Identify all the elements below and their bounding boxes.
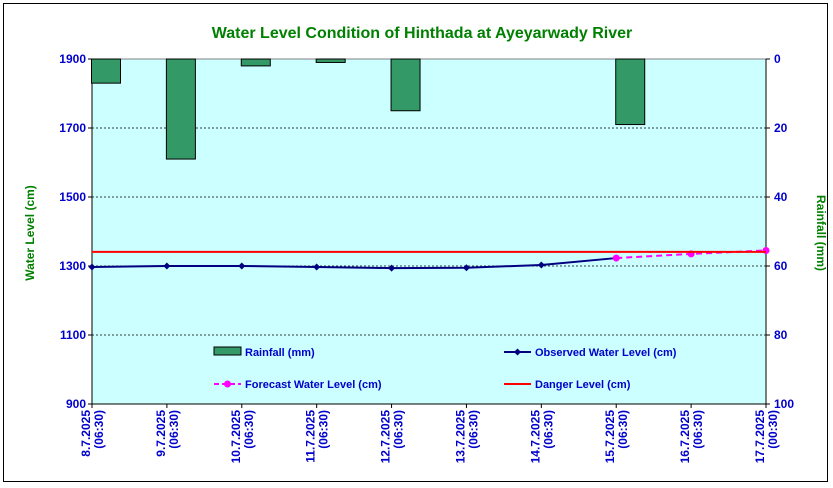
x-tick-time: (06:30) [392, 410, 406, 449]
y-tick-label: 1500 [59, 190, 86, 204]
x-tick-label: 10.7.2025 (06:30) [229, 410, 256, 464]
forecast-water-level-point [762, 246, 770, 254]
y2-tick-label: 60 [774, 259, 788, 273]
observed-water-level-line [91, 257, 617, 270]
y-tick-label: 1300 [59, 259, 86, 273]
x-tick-date: 17.7.2025 [753, 410, 767, 464]
x-tick-label: 17.7.2025 (00:30) [753, 410, 780, 464]
y-tick-label: 1700 [59, 121, 86, 135]
x-tick-date: 15.7.2025 [603, 410, 617, 464]
y2-axis-title: Rainfall (mm) [814, 195, 828, 271]
water-level-chart: Water Level Condition of Hinthada at Aye… [23, 25, 828, 463]
x-tick-time: (06:30) [242, 410, 256, 449]
legend-label-rainfall: Rainfall (mm) [245, 347, 315, 359]
chart-frame: Water Level Condition of Hinthada at Aye… [3, 3, 828, 482]
x-tick-label: 11.7.2025 (06:30) [304, 410, 331, 463]
legend-label-forecast-water-level: Forecast Water Level (cm) [245, 379, 382, 391]
x-tick-label: 9.7.2025 (06:30) [154, 410, 181, 457]
y-tick-label: 1100 [60, 328, 86, 342]
rainfall-bar [165, 58, 196, 160]
legend-swatch-rainfall [213, 346, 242, 356]
x-tick-date: 13.7.2025 [453, 410, 467, 464]
y2-tick-label: 20 [774, 121, 788, 135]
legend: Rainfall (mm) Observed Water Level (cm) Fo… [213, 346, 677, 391]
x-tick-label: 8.7.2025 (06:30) [79, 410, 106, 457]
legend-marker-observed-water-level [514, 348, 521, 356]
y2-tick-label: 100 [774, 397, 794, 411]
y2-tick-label: 80 [774, 328, 788, 342]
observed-water-level-point [88, 263, 96, 271]
x-tick-time: (06:30) [466, 410, 480, 449]
rainfall-bar [315, 58, 346, 63]
x-tick-date: 14.7.2025 [528, 410, 542, 464]
rainfall-bar [390, 58, 421, 112]
x-tick-date: 12.7.2025 [379, 410, 393, 464]
x-tick-label: 12.7.2025 (06:30) [379, 410, 406, 464]
x-tick-time: (06:30) [616, 410, 630, 449]
x-tick-time: (00:30) [766, 410, 780, 449]
x-tick-date: 9.7.2025 [154, 410, 168, 457]
legend-marker-forecast-water-level [224, 380, 231, 388]
x-tick-time: (06:30) [541, 410, 555, 449]
observed-water-level-point [238, 262, 246, 270]
x-tick-time: (06:30) [317, 410, 331, 449]
rainfall-bar [615, 58, 646, 126]
x-tick-date: 10.7.2025 [229, 410, 243, 464]
observed-water-level-point [388, 264, 396, 272]
y-tick-label: 900 [66, 397, 86, 411]
rainfall-bar [240, 58, 271, 67]
chart-title: Water Level Condition of Hinthada at Aye… [212, 25, 633, 42]
x-tick-label: 13.7.2025 (06:30) [453, 410, 480, 464]
x-tick-date: 8.7.2025 [79, 410, 93, 457]
x-tick-label: 16.7.2025 (06:30) [678, 410, 705, 464]
y2-tick-label: 40 [774, 190, 788, 204]
observed-water-level-point [537, 261, 545, 269]
y-tick-label: 1900 [59, 52, 86, 66]
x-tick-time: (06:30) [92, 410, 106, 449]
x-tick-date: 16.7.2025 [678, 410, 692, 464]
plot-background [91, 58, 767, 405]
forecast-water-level-point [612, 254, 620, 262]
y-axis-title: Water Level (cm) [23, 185, 37, 281]
x-tick-label: 15.7.2025 (06:30) [603, 410, 630, 464]
x-tick-time: (06:30) [691, 410, 705, 449]
legend-label-observed-water-level: Observed Water Level (cm) [535, 347, 677, 359]
legend-label-danger-level: Danger Level (cm) [535, 379, 631, 391]
observed-water-level-point [462, 264, 470, 272]
y2-tick-label: 0 [774, 52, 781, 66]
rainfall-bar [91, 58, 121, 84]
plot-area: 900 1100 1300 1500 1700 1900 0 20 40 60 80 100 8.7.2… [59, 52, 794, 463]
observed-water-level-point [163, 262, 171, 270]
observed-water-level-point [313, 263, 321, 271]
x-tick-label: 14.7.2025 (06:30) [528, 410, 555, 464]
x-tick-date: 11.7.2025 [304, 410, 318, 463]
x-tick-time: (06:30) [167, 410, 181, 449]
